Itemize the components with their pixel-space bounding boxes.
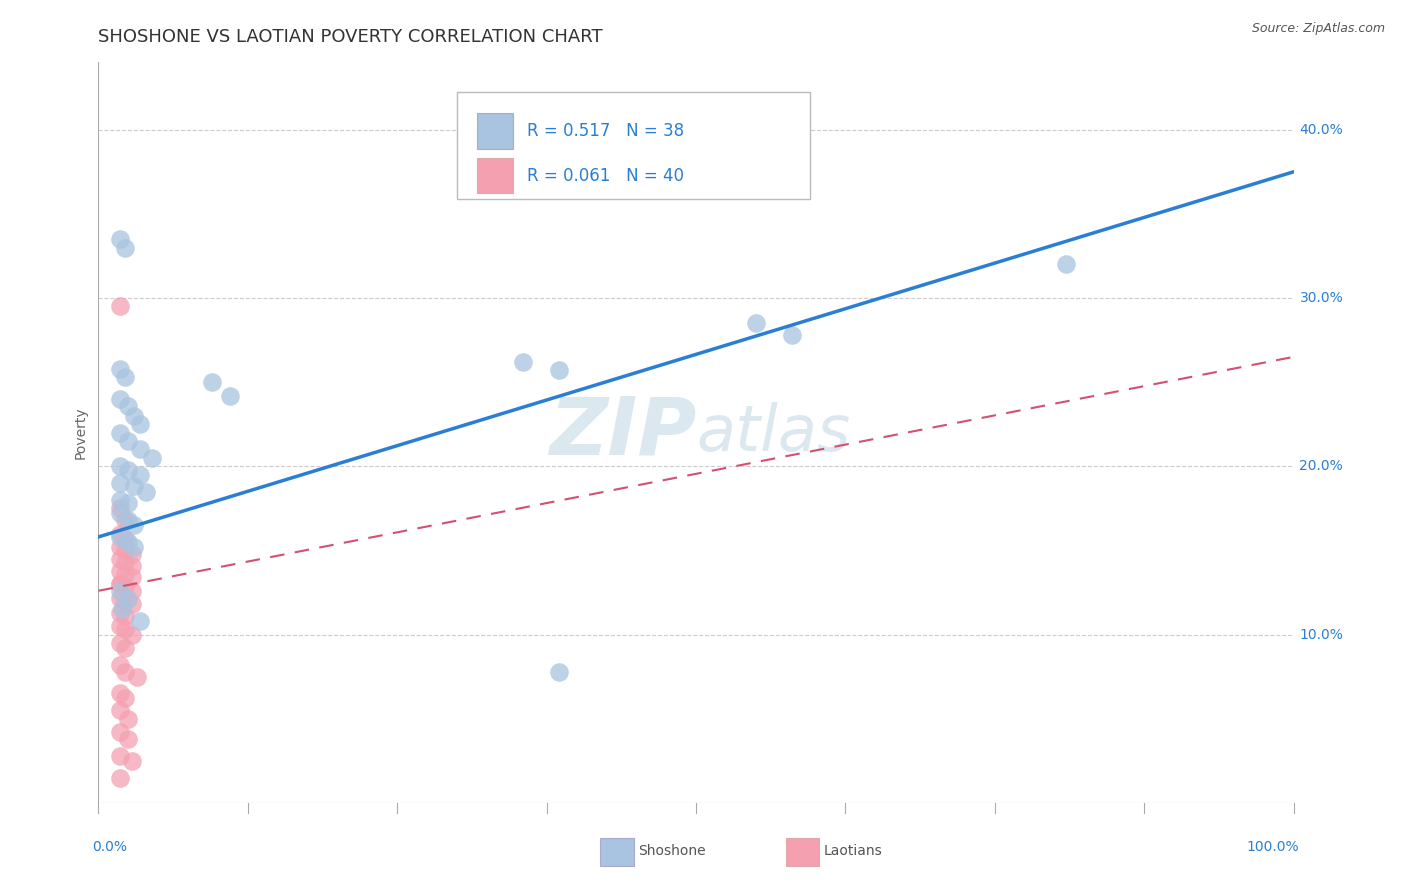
Point (108, 636, 131, 650)
Point (108, 476, 131, 491)
Point (114, 555, 136, 569)
Point (117, 434, 139, 448)
Point (114, 665, 136, 679)
Point (114, 691, 136, 706)
Point (124, 409, 146, 423)
Text: Laotians: Laotians (824, 844, 883, 858)
Point (108, 501, 131, 516)
Point (108, 686, 131, 700)
Point (121, 583, 143, 598)
Point (114, 623, 136, 637)
Text: ZIP: ZIP (548, 393, 696, 472)
Point (108, 551, 131, 566)
Point (114, 640, 136, 655)
Point (114, 566, 136, 581)
Text: 40.0%: 40.0% (1299, 123, 1343, 136)
Point (141, 450, 163, 465)
Text: 20.0%: 20.0% (1299, 459, 1343, 474)
Point (121, 570, 143, 584)
Point (108, 619, 131, 633)
Point (108, 425, 131, 440)
Text: R = 0.517   N = 38: R = 0.517 N = 38 (527, 121, 685, 140)
Point (547, 665, 569, 679)
Text: Source: ZipAtlas.com: Source: ZipAtlas.com (1251, 22, 1385, 36)
Point (129, 442, 152, 457)
Point (108, 361, 131, 376)
Text: SHOSHONE VS LAOTIAN POVERTY CORRELATION CHART: SHOSHONE VS LAOTIAN POVERTY CORRELATION … (98, 28, 603, 45)
Point (108, 526, 131, 541)
Point (121, 547, 143, 561)
Text: 0.0%: 0.0% (93, 840, 128, 854)
Point (129, 467, 152, 482)
Point (108, 564, 131, 578)
Point (219, 388, 242, 402)
Point (124, 479, 146, 493)
Point (1056, 257, 1078, 271)
FancyBboxPatch shape (477, 158, 513, 194)
Point (108, 591, 131, 605)
Text: 100.0%: 100.0% (1247, 840, 1299, 854)
Point (547, 363, 569, 377)
Point (108, 577, 131, 591)
Point (117, 513, 139, 527)
Point (117, 496, 139, 510)
Point (117, 731, 139, 746)
Point (129, 614, 152, 628)
Point (108, 232, 131, 246)
Point (108, 725, 131, 739)
Point (108, 583, 131, 598)
Point (108, 577, 131, 591)
FancyBboxPatch shape (600, 838, 634, 866)
Point (111, 602, 134, 616)
Point (114, 609, 136, 624)
Point (129, 417, 152, 432)
Point (117, 535, 139, 549)
Point (108, 657, 131, 672)
Point (117, 462, 139, 476)
Point (114, 513, 136, 527)
Text: atlas: atlas (696, 401, 851, 464)
Point (117, 592, 139, 607)
Y-axis label: Poverty: Poverty (73, 407, 87, 458)
Point (108, 392, 131, 406)
Point (121, 558, 143, 573)
Point (512, 355, 534, 369)
Point (108, 703, 131, 717)
Point (108, 771, 131, 785)
Point (108, 748, 131, 763)
FancyBboxPatch shape (457, 92, 810, 200)
Point (780, 328, 803, 343)
Text: R = 0.061   N = 40: R = 0.061 N = 40 (527, 167, 685, 185)
Text: 10.0%: 10.0% (1299, 628, 1343, 641)
Point (108, 530, 131, 544)
FancyBboxPatch shape (786, 838, 820, 866)
Point (121, 754, 143, 768)
Point (114, 532, 136, 546)
Point (108, 300, 131, 314)
Text: 30.0%: 30.0% (1299, 291, 1343, 305)
Point (117, 712, 139, 726)
Point (125, 670, 148, 684)
Point (135, 484, 157, 499)
Point (124, 518, 146, 533)
Point (114, 581, 136, 595)
Point (117, 399, 139, 413)
Point (114, 594, 136, 608)
Point (114, 370, 136, 384)
Point (108, 507, 131, 521)
Point (745, 316, 768, 330)
Point (124, 540, 146, 554)
Point (108, 492, 131, 507)
Point (121, 627, 143, 641)
Point (108, 540, 131, 554)
Text: Shoshone: Shoshone (638, 844, 706, 858)
FancyBboxPatch shape (477, 113, 513, 148)
Point (114, 543, 136, 558)
Point (121, 597, 143, 611)
Point (108, 606, 131, 620)
Point (114, 240, 136, 255)
Point (201, 375, 224, 389)
Point (108, 459, 131, 474)
